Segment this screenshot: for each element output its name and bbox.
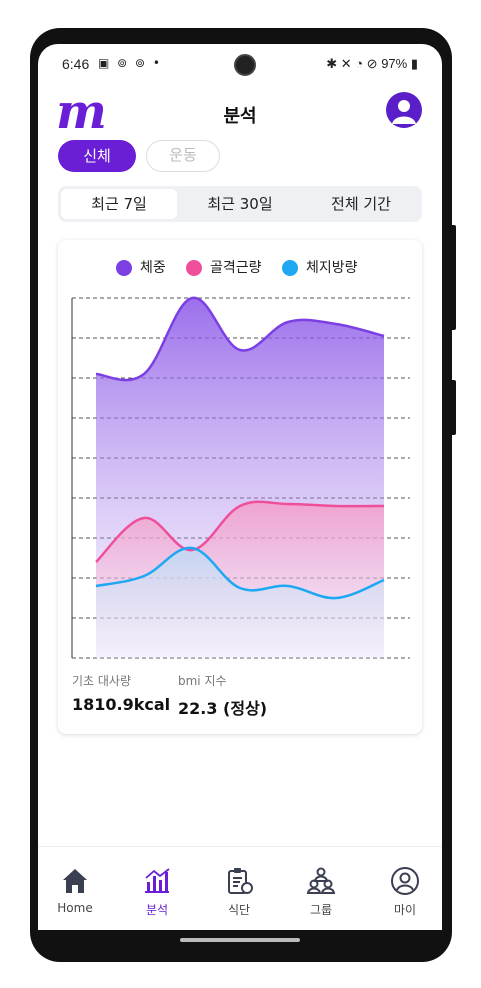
chart-card: 체중 골격근량 체지방량 (58, 240, 422, 734)
user-icon (391, 867, 419, 895)
front-camera (234, 54, 256, 76)
nav-my-label: 마이 (393, 903, 417, 917)
chart-icon (145, 868, 170, 893)
legend-dot-fat (282, 260, 298, 276)
chip-exercise[interactable]: 운동 (146, 140, 220, 172)
app-bar: m 분석 (38, 88, 442, 140)
chart-legend: 체중 골격근량 체지방량 (58, 258, 422, 278)
nav-group[interactable]: 그룹 (286, 866, 356, 918)
nav-divider (38, 846, 442, 847)
nav-analysis-label: 분석 (145, 903, 169, 917)
chip-body[interactable]: 신체 (58, 140, 136, 172)
range-tabs: 최근 7일 최근 30일 전체 기간 (58, 186, 422, 222)
tab-all-period[interactable]: 전체 기간 (331, 195, 391, 213)
metric-bmi-label: bmi 지수 (178, 674, 227, 688)
series-line-muscle (95, 500, 385, 563)
nav-home-label: Home (57, 901, 93, 915)
status-right: ✱ ✕ ◔ ⊘ 97% ▮ (326, 56, 418, 72)
legend-dot-weight (116, 260, 132, 276)
legend-item-weight: 체중 (116, 258, 166, 278)
area-fat (96, 547, 384, 658)
series-line-fat (95, 546, 385, 600)
bottom-nav: Home 분석 식단 (38, 866, 442, 922)
body-chart (71, 296, 410, 659)
tab-recent-7[interactable]: 최근 7일 (61, 189, 177, 219)
nav-diet-label: 식단 (227, 903, 251, 917)
group-icon (306, 867, 336, 894)
nav-my[interactable]: 마이 (370, 866, 440, 918)
status-icons: ✱ ✕ ◔ ⊘ (326, 56, 382, 71)
status-time: 6:46 (62, 56, 90, 72)
metric-bmr: 기초 대사량 1810.9kcal (72, 672, 170, 714)
home-icon (63, 869, 87, 893)
status-bar: 6:46 ▣ ⊚ ⊚ • ✱ ✕ ◔ ⊘ 97% ▮ (38, 44, 442, 78)
tab-recent-30[interactable]: 최근 30일 (207, 195, 273, 213)
app-logo: m (56, 84, 107, 140)
legend-label-fat: 체지방량 (306, 260, 358, 276)
metric-bmi: bmi 지수 22.3 (정상) (178, 672, 267, 719)
page-title: 분석 (223, 106, 257, 127)
legend-item-muscle: 골격근량 (186, 258, 262, 278)
metric-bmr-value: 1810.9kcal (72, 695, 171, 714)
metric-bmi-value: 22.3 (정상) (178, 699, 268, 718)
battery-icon: ▮ (410, 56, 418, 71)
nav-home[interactable]: Home (40, 866, 110, 915)
nav-analysis[interactable]: 분석 (122, 866, 192, 918)
volume-button (450, 225, 456, 330)
legend-dot-muscle (186, 260, 202, 276)
nav-diet[interactable]: 식단 (204, 866, 274, 918)
profile-avatar[interactable] (386, 92, 422, 128)
legend-item-fat: 체지방량 (282, 258, 358, 278)
metric-bmr-label: 기초 대사량 (72, 674, 132, 688)
avatar-icon (392, 100, 416, 124)
notification-icons: ▣ ⊚ ⊚ • (98, 56, 162, 70)
home-indicator (180, 938, 300, 942)
nav-group-label: 그룹 (309, 903, 333, 917)
legend-label-weight: 체중 (140, 260, 166, 276)
battery-percent: 97% (381, 56, 408, 71)
series-line-weight (95, 296, 385, 382)
diet-clipboard-icon (228, 868, 253, 894)
screen: 6:46 ▣ ⊚ ⊚ • ✱ ✕ ◔ ⊘ 97% ▮ m 분석 신체 운동 최근… (38, 44, 442, 930)
power-button (450, 380, 456, 435)
legend-label-muscle: 골격근량 (210, 260, 262, 276)
